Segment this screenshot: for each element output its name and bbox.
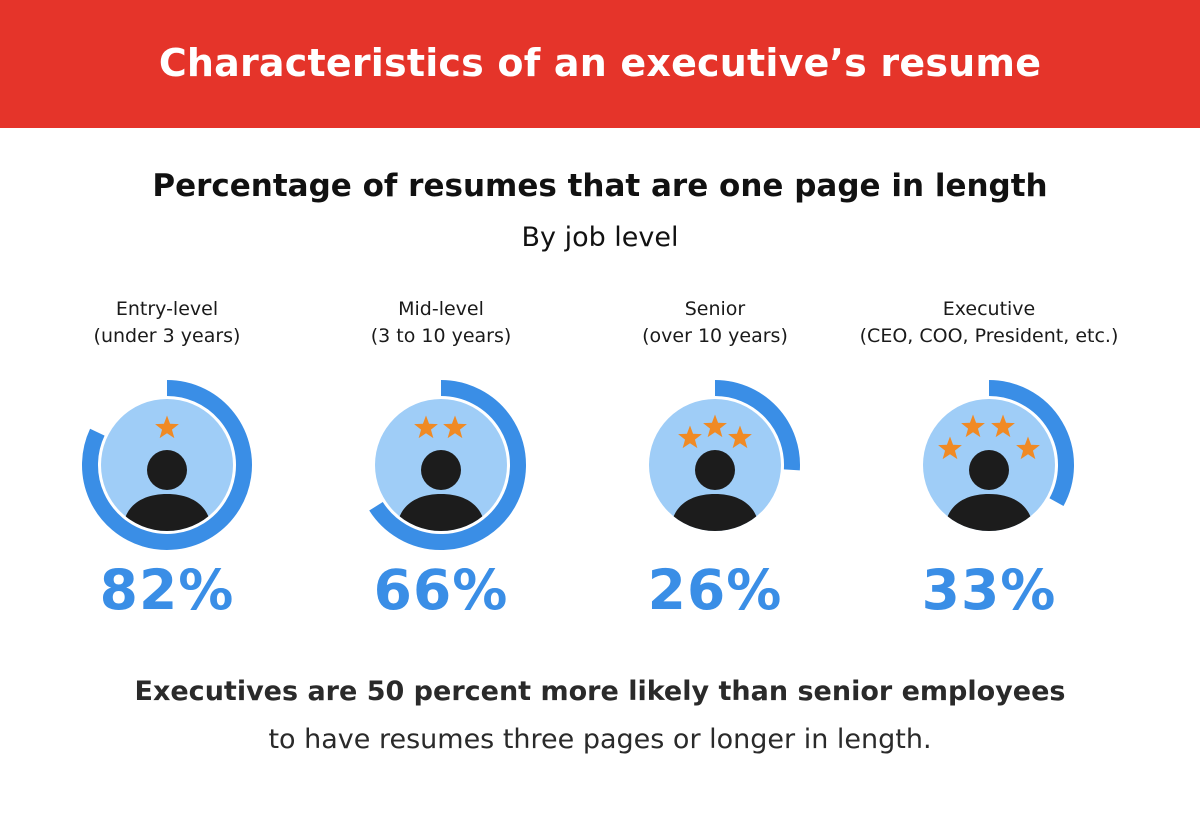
progress-arc (82, 380, 252, 550)
header-banner: Characteristics of an executive’s resume (0, 0, 1200, 128)
footnote-headline: Executives are 50 percent more likely th… (134, 676, 1066, 707)
star-icon (728, 425, 752, 449)
progress-arc (714, 380, 800, 471)
percentage-value: 33% (921, 558, 1057, 622)
star-icon (443, 415, 467, 439)
star-icon (414, 415, 438, 439)
star-icon (678, 425, 702, 449)
star-icon (1016, 436, 1040, 460)
person-body (945, 494, 1033, 531)
star-icon (703, 414, 727, 438)
star-icon (155, 415, 179, 439)
person-body (397, 494, 485, 531)
category-label-executive: Executive (CEO, COO, President, etc.) (839, 296, 1139, 350)
person-icon (671, 450, 759, 531)
person-head (695, 450, 735, 490)
person-body (123, 494, 211, 531)
person-head (147, 450, 187, 490)
category-name: Senior (684, 298, 746, 320)
progress-ring-senior (649, 380, 800, 531)
percentage-value: 82% (99, 558, 235, 622)
category-detail: (over 10 years) (642, 325, 788, 347)
category-label-mid-level: Mid-level (3 to 10 years) (291, 296, 591, 350)
category-label-entry-level: Entry-level (under 3 years) (17, 296, 317, 350)
progress-ring-entry-level (82, 380, 252, 550)
category-label-senior: Senior (over 10 years) (565, 296, 865, 350)
category-name: Entry-level (115, 298, 219, 320)
category-name: Mid-level (398, 298, 484, 320)
banner-title: Characteristics of an executive’s resume (158, 41, 1042, 85)
person-icon (397, 450, 485, 531)
category-detail: (under 3 years) (93, 325, 241, 347)
progress-arc (369, 380, 526, 550)
percentage-value: 66% (373, 558, 509, 622)
star-icon (938, 436, 962, 460)
progress-ring-executive (923, 380, 1074, 531)
person-head (969, 450, 1009, 490)
progress-arc (988, 380, 1074, 506)
person-body (671, 494, 759, 531)
person-icon (123, 450, 211, 531)
percentage-value: 26% (647, 558, 783, 622)
person-head (421, 450, 461, 490)
category-detail: (3 to 10 years) (370, 325, 512, 347)
person-icon (945, 450, 1033, 531)
category-detail: (CEO, COO, President, etc.) (859, 325, 1119, 347)
star-icon (961, 414, 985, 438)
progress-ring-mid-level (369, 380, 526, 550)
footnote-detail: to have resumes three pages or longer in… (268, 724, 932, 755)
chart-title: Percentage of resumes that are one page … (152, 168, 1048, 204)
category-name: Executive (942, 298, 1036, 320)
chart-subtitle: By job level (521, 222, 679, 253)
star-icon (991, 414, 1015, 438)
